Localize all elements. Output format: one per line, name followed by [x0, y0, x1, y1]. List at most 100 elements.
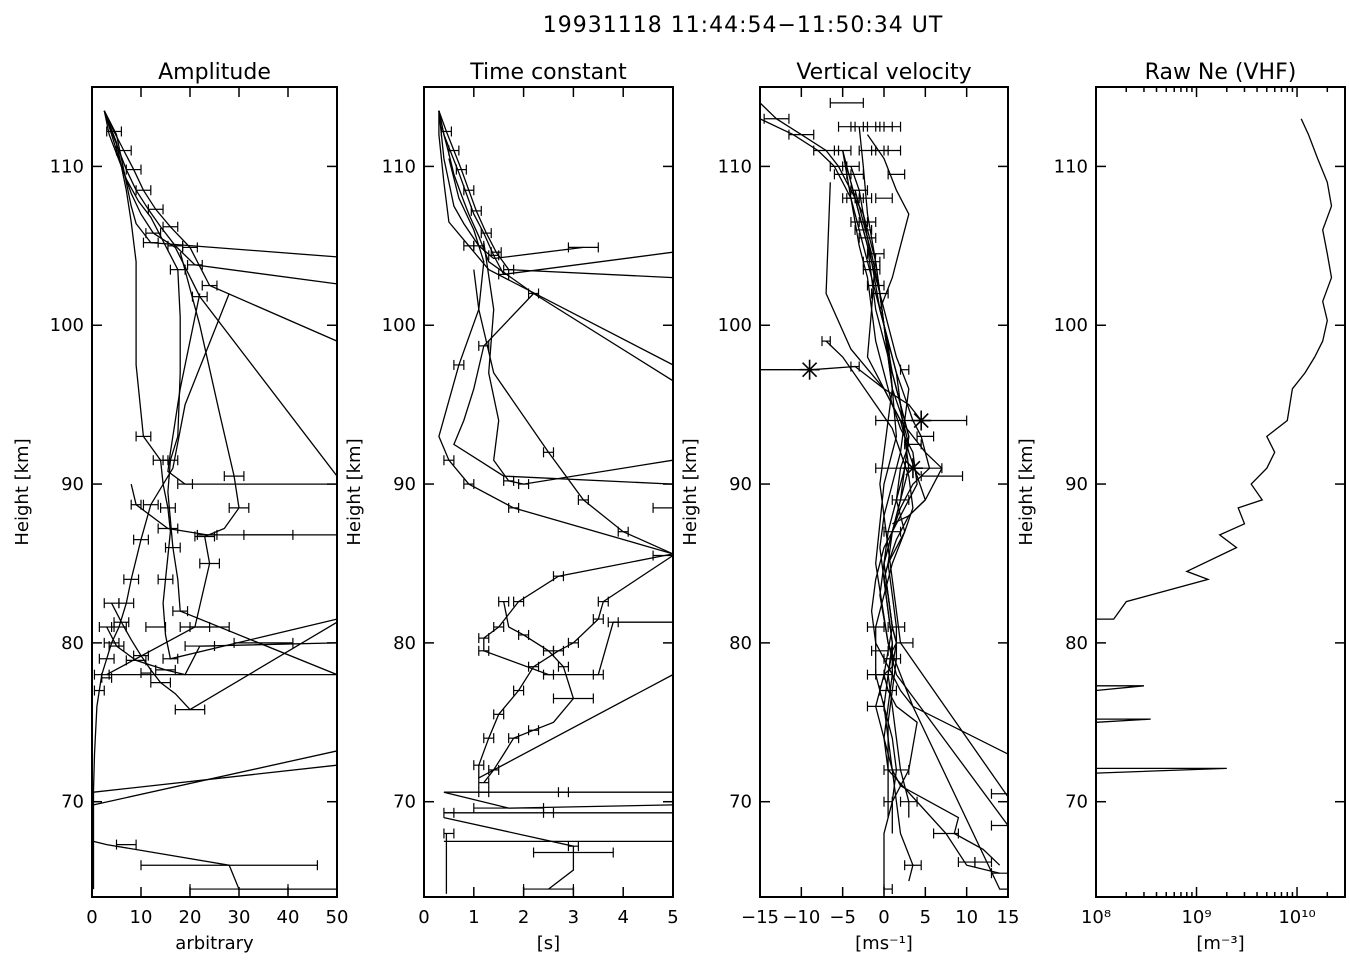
- amp-errorbar: [150, 677, 171, 688]
- vv-ytick-label: 90: [729, 474, 752, 495]
- amp-errorbar: [162, 653, 179, 664]
- vv-errorbar: [887, 622, 906, 632]
- amp-errorbar: [145, 228, 162, 239]
- vv-ytick-label: 110: [718, 156, 752, 177]
- amp-xtick-label: 50: [326, 907, 349, 928]
- ne-plot-frame: [1095, 86, 1346, 898]
- vv-errorbar: [899, 364, 910, 375]
- vv-star-marker: [799, 359, 820, 380]
- vv-xtick-label: −10: [782, 907, 820, 928]
- vv-series-5: [854, 190, 914, 882]
- amp-errorbar: [152, 455, 169, 466]
- tc-ylabel: Height [km]: [344, 438, 365, 545]
- tc-errorbar: [652, 502, 673, 513]
- tc-errorbar: [473, 803, 545, 814]
- ne-panel: Raw Ne (VHF) 10⁸ 10⁹ 10¹⁰ 70 80 90 100 110 [m⁻³] H…: [1016, 60, 1346, 954]
- tc-ytick-label: 100: [382, 315, 416, 336]
- amp-errorbar: [243, 529, 294, 540]
- amp-errorbar: [115, 145, 132, 156]
- tc-errorbar: [567, 637, 579, 648]
- amp-errorbar: [125, 655, 147, 666]
- amp-errorbar: [133, 534, 149, 545]
- amp-errorbar: [103, 598, 120, 609]
- tc-errorbar: [592, 614, 604, 625]
- tc-series-8: [473, 269, 673, 556]
- tc-xlabel: [s]: [537, 933, 560, 954]
- vv-errorbar: [833, 145, 852, 156]
- amp-plot-frame: [91, 86, 338, 898]
- amp-ytick-label: 110: [50, 156, 84, 177]
- amp-errorbar: [135, 185, 152, 196]
- vv-errorbar: [883, 764, 910, 775]
- amp-errorbar: [160, 502, 176, 513]
- tc-errorbar: [542, 807, 555, 818]
- amp-errorbar: [98, 622, 115, 632]
- tc-errorbar: [498, 269, 510, 280]
- amp-series-0: [103, 110, 337, 342]
- tc-errorbar: [557, 787, 570, 798]
- vv-errorbar: [887, 169, 906, 180]
- ne-series-0: [1096, 118, 1333, 897]
- ne-series-2: [1096, 718, 1151, 723]
- tc-errorbar: [478, 777, 490, 788]
- amp-errorbar: [140, 860, 318, 871]
- tc-errorbar: [443, 807, 455, 818]
- vv-errorbar: [846, 169, 864, 180]
- tc-errorbar: [592, 669, 604, 680]
- tc-ytick-label: 80: [393, 633, 416, 654]
- amp-errorbar: [199, 558, 220, 569]
- tc-errorbar: [527, 288, 540, 299]
- amp-errorbar: [233, 637, 294, 648]
- vv-errorbar: [866, 248, 885, 259]
- tc-series-16: [443, 816, 575, 890]
- ne-ytick-label: 110: [1054, 156, 1088, 177]
- ne-ytick-label: 80: [1065, 633, 1088, 654]
- tc-xtick-label: 3: [568, 907, 579, 928]
- vv-errorbar: [920, 471, 964, 482]
- amp-xtick-label: 20: [179, 907, 202, 928]
- amp-errorbar: [142, 499, 159, 510]
- ne-data: [1096, 118, 1333, 897]
- vv-xtick-label: 5: [920, 907, 931, 928]
- tc-plot-frame: [423, 86, 674, 898]
- tc-errorbar: [567, 841, 579, 852]
- amp-ytick-label: 90: [61, 474, 84, 495]
- amp-data: [92, 110, 337, 895]
- amp-errorbar: [145, 622, 167, 632]
- vv-errorbar: [990, 820, 1008, 831]
- amp-errorbar: [157, 574, 174, 585]
- amp-errorbar: [169, 264, 186, 275]
- vv-xtick-label: −5: [829, 907, 856, 928]
- tc-series-11: [483, 601, 575, 783]
- tc-errorbar: [522, 884, 575, 895]
- tc-errorbar: [518, 629, 530, 640]
- amp-series-3: [103, 110, 337, 258]
- tc-errorbar: [617, 526, 629, 537]
- amp-errorbar: [125, 164, 142, 175]
- tc-series-4: [438, 110, 673, 366]
- tc-series-5: [438, 158, 673, 555]
- tc-errorbar: [463, 185, 475, 196]
- tc-series-7: [453, 293, 673, 485]
- ne-series-1: [1096, 685, 1145, 692]
- amp-xtick-label: 40: [277, 907, 300, 928]
- amp-ytick-label: 70: [61, 792, 84, 813]
- amp-series-13: [93, 750, 337, 806]
- vv-xtick-label: 0: [878, 907, 889, 928]
- tc-errorbar: [440, 126, 452, 137]
- tc-errorbar: [478, 340, 490, 351]
- vv-ytick-label: 100: [718, 315, 752, 336]
- tc-errorbar: [473, 760, 485, 771]
- vv-series-12: [842, 150, 910, 834]
- amp-series-9: [130, 483, 337, 536]
- vv-errorbar: [875, 193, 893, 204]
- tc-errorbar: [597, 596, 609, 607]
- amp-ylabel: Height [km]: [12, 438, 33, 545]
- vv-errorbar: [870, 288, 889, 299]
- vv-data: [760, 97, 1008, 895]
- amp-series-5: [103, 110, 337, 660]
- tc-errorbar: [455, 164, 467, 175]
- vv-errorbar: [883, 653, 902, 664]
- amp-errorbar: [93, 685, 105, 696]
